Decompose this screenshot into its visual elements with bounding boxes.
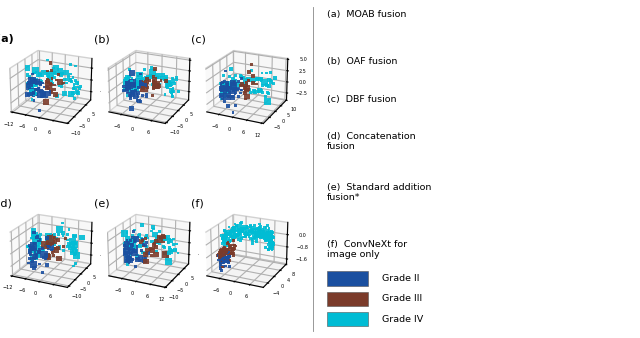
Bar bbox=[327, 292, 368, 306]
Text: (d): (d) bbox=[0, 198, 12, 208]
Text: (a): (a) bbox=[0, 34, 13, 44]
Text: (f): (f) bbox=[191, 198, 204, 208]
Text: Grade IV: Grade IV bbox=[381, 315, 423, 323]
Text: Grade II: Grade II bbox=[381, 274, 419, 283]
Text: (e): (e) bbox=[93, 198, 109, 208]
Text: (b): (b) bbox=[93, 34, 109, 44]
Bar bbox=[327, 312, 368, 326]
Text: Grade III: Grade III bbox=[381, 294, 422, 303]
Text: (f)  ConvNeXt for
image only: (f) ConvNeXt for image only bbox=[327, 240, 407, 259]
Bar bbox=[327, 271, 368, 286]
Text: (c)  DBF fusion: (c) DBF fusion bbox=[327, 95, 396, 104]
Text: (b)  OAF fusion: (b) OAF fusion bbox=[327, 57, 397, 67]
Text: (c): (c) bbox=[191, 34, 206, 44]
Text: (d)  Concatenation
fusion: (d) Concatenation fusion bbox=[327, 132, 415, 151]
Text: (e)  Standard addition
fusion*: (e) Standard addition fusion* bbox=[327, 183, 431, 202]
Text: (a)  MOAB fusion: (a) MOAB fusion bbox=[327, 10, 406, 19]
